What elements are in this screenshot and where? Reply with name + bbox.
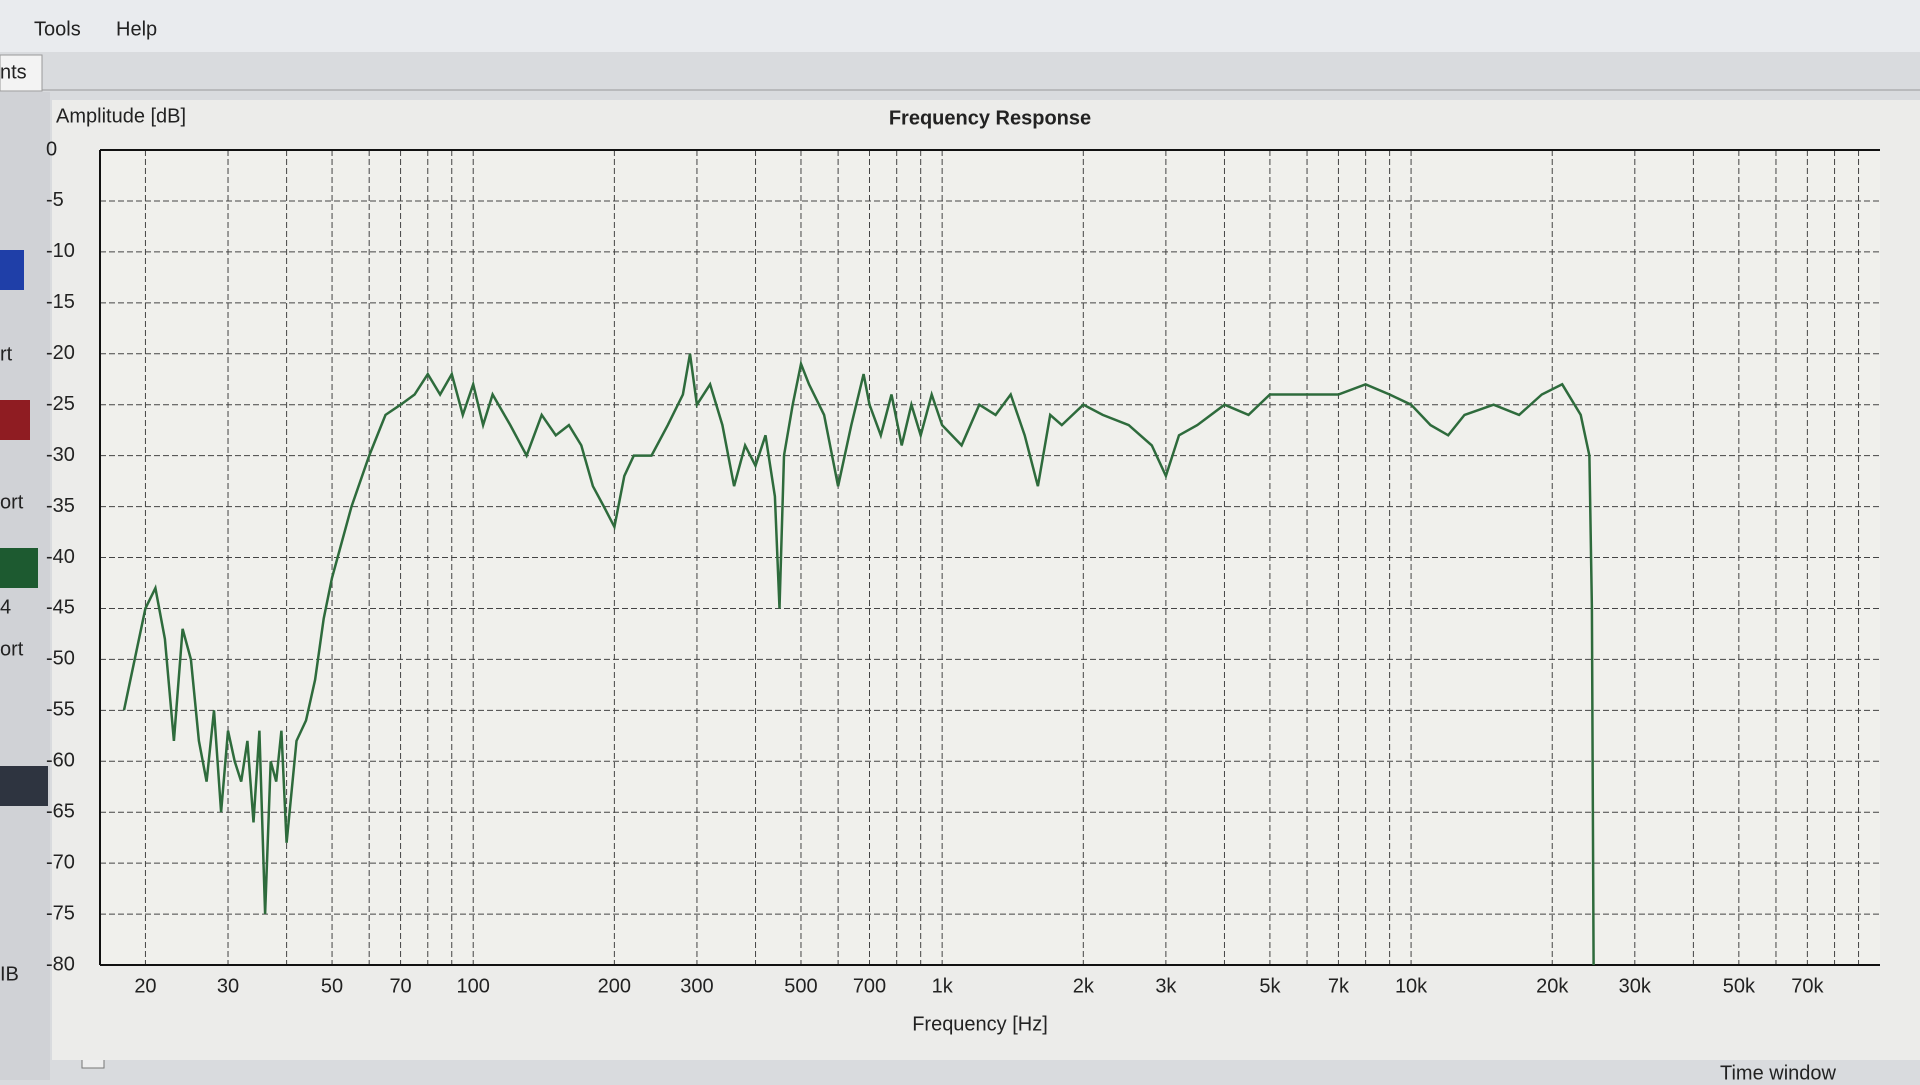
y-tick-label: -60 xyxy=(46,750,75,772)
menu-bar xyxy=(0,0,1920,52)
color-swatch[interactable] xyxy=(0,766,48,806)
y-tick-label: -35 xyxy=(46,495,75,517)
x-tick-label: 300 xyxy=(680,975,713,997)
x-tick-label: 700 xyxy=(853,975,886,997)
menu-item[interactable]: Tools xyxy=(34,18,81,40)
color-swatch[interactable] xyxy=(0,400,30,440)
x-tick-label: 30k xyxy=(1619,975,1652,997)
y-tick-label: 0 xyxy=(46,138,57,160)
x-tick-label: 5k xyxy=(1259,975,1281,997)
x-axis-label: Frequency [Hz] xyxy=(912,1013,1048,1035)
y-tick-label: -40 xyxy=(46,546,75,568)
x-tick-label: 20k xyxy=(1536,975,1569,997)
x-tick-label: 3k xyxy=(1155,975,1177,997)
x-tick-label: 70 xyxy=(389,975,411,997)
y-tick-label: -50 xyxy=(46,648,75,670)
response-line xyxy=(122,353,1595,966)
x-tick-label: 70k xyxy=(1791,975,1824,997)
tab[interactable] xyxy=(0,54,43,92)
tab-label: nts xyxy=(0,61,27,83)
y-tick-label: -70 xyxy=(46,851,75,873)
y-tick-label: -25 xyxy=(46,393,75,415)
y-tick-label: -5 xyxy=(46,189,64,211)
x-tick-label: 1k xyxy=(932,975,954,997)
y-tick-label: -55 xyxy=(46,699,75,721)
menu-item[interactable]: Help xyxy=(116,18,157,40)
y-tick-label: -80 xyxy=(46,953,75,975)
y-tick-label: -45 xyxy=(46,597,75,619)
button-label[interactable]: ort xyxy=(0,491,24,513)
x-tick-label: 100 xyxy=(457,975,490,997)
status-label: Time window xyxy=(1720,1062,1837,1080)
color-swatch[interactable] xyxy=(0,250,24,290)
x-tick-label: 30 xyxy=(217,975,239,997)
y-tick-label: -20 xyxy=(46,342,75,364)
x-tick-label: 2k xyxy=(1073,975,1095,997)
color-swatch[interactable] xyxy=(0,548,38,588)
spinner-value[interactable]: 4 xyxy=(0,596,11,618)
y-tick-label: -75 xyxy=(46,902,75,924)
x-tick-label: 7k xyxy=(1328,975,1350,997)
x-tick-label: 10k xyxy=(1395,975,1428,997)
plot-area xyxy=(100,150,1880,965)
button-label[interactable]: rt xyxy=(0,343,13,365)
x-tick-label: 50k xyxy=(1723,975,1756,997)
field-label: IB xyxy=(0,963,19,985)
y-tick-label: -65 xyxy=(46,800,75,822)
button-label[interactable]: ort xyxy=(0,638,24,660)
y-tick-label: -10 xyxy=(46,240,75,262)
x-tick-label: 50 xyxy=(321,975,343,997)
y-tick-label: -15 xyxy=(46,291,75,313)
x-tick-label: 20 xyxy=(134,975,156,997)
x-tick-label: 200 xyxy=(598,975,631,997)
y-tick-label: -30 xyxy=(46,444,75,466)
x-tick-label: 500 xyxy=(784,975,817,997)
y-axis-label: Amplitude [dB] xyxy=(56,105,186,127)
chart-title: Frequency Response xyxy=(889,107,1091,129)
